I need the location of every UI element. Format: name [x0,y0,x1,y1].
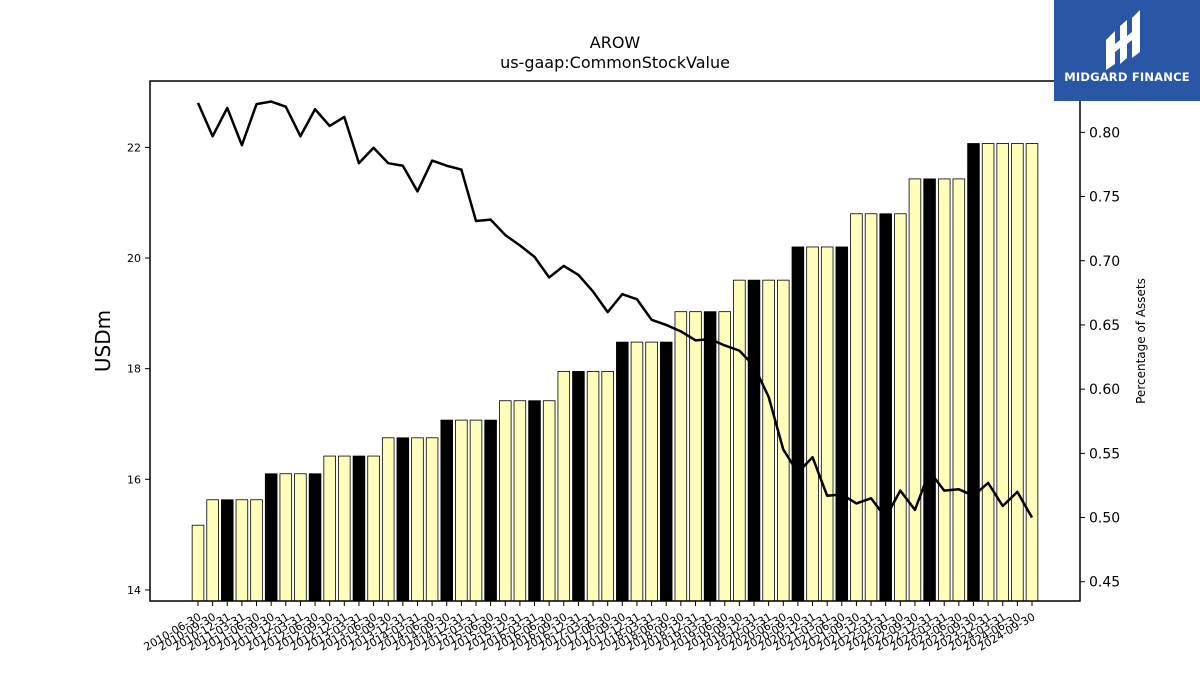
bar [689,311,702,602]
bar [557,371,571,602]
bar [323,455,336,602]
y-tick-label: 18 [127,363,141,376]
bar [777,279,790,602]
bar [659,341,673,602]
chart-title: AROW [590,33,641,52]
bar [616,341,629,602]
bar [235,499,249,602]
y2-tick-label: 0.80 [1089,125,1120,141]
bar [381,437,395,602]
bar [411,437,424,602]
brand-logo: MIDGARD FINANCE [1054,0,1200,101]
bar [879,213,892,602]
bar [718,311,731,602]
y-tick-label: 16 [127,473,141,486]
x-axis-ticks: 2010-06-302010-09-302010-12-312011-03-31… [142,601,1038,654]
bar [952,178,966,602]
bar [733,279,746,602]
y-tick-label: 22 [127,141,141,154]
bar [850,213,863,602]
bar [396,437,410,602]
bar [645,341,658,602]
bar [572,371,585,602]
percentage-line [196,100,1034,519]
y2-tick-label: 0.60 [1089,382,1120,398]
bar [513,400,527,602]
bar [864,213,878,602]
bar [703,311,717,602]
bar [762,279,775,602]
bar [908,178,922,602]
bar [528,400,541,602]
bar [894,213,907,602]
brand-name: MIDGARD FINANCE [1064,70,1190,84]
bar-series [191,143,1039,602]
brand-logo-icon [1106,10,1140,70]
y2-tick-label: 0.50 [1089,511,1120,527]
bar [747,279,761,602]
bar [455,419,468,602]
bar [279,473,293,602]
bar [981,143,995,602]
y2-tick-label: 0.55 [1089,446,1120,462]
bar [221,499,234,602]
y2-tick-label: 0.65 [1089,318,1120,334]
bar [937,178,951,602]
bar [630,341,644,602]
bar [791,246,805,602]
bar [820,246,834,602]
bar [601,371,614,602]
bar [469,419,483,602]
bar [499,400,512,602]
bar [923,178,936,602]
bar [294,473,307,602]
y-tick-label: 14 [127,584,141,597]
y-axis-label: USDm [91,310,115,372]
y2-axis-label: Percentage of Assets [1134,278,1148,404]
bar [367,455,380,602]
bar [1025,143,1039,602]
y2-tick-label: 0.70 [1089,254,1120,270]
y2-axis-ticks: 0.45 0.50 0.55 0.60 0.65 0.70 0.75 0.80 [1080,125,1120,591]
plot-frame [149,80,1081,602]
bar [250,499,263,602]
bar [586,371,600,602]
bar [308,473,322,602]
chart-subtitle: us-gaap:CommonStockValue [500,53,730,72]
bar [996,143,1009,602]
bar [338,455,351,602]
y2-tick-label: 0.75 [1089,190,1120,206]
y-tick-label: 20 [127,252,141,265]
bar [542,400,556,602]
y2-tick-label: 0.45 [1089,575,1120,591]
bar [484,419,497,602]
bar [440,419,453,602]
bar [206,499,219,602]
line-series [196,100,1034,519]
bar [806,246,819,602]
bar [1011,143,1024,602]
y-axis-ticks: 14 16 18 20 22 [127,141,150,597]
bar [674,311,688,602]
bar [264,473,278,602]
bar [425,437,439,602]
bar [352,455,366,602]
bar [191,524,205,602]
bar [967,143,980,602]
bar [835,246,849,602]
